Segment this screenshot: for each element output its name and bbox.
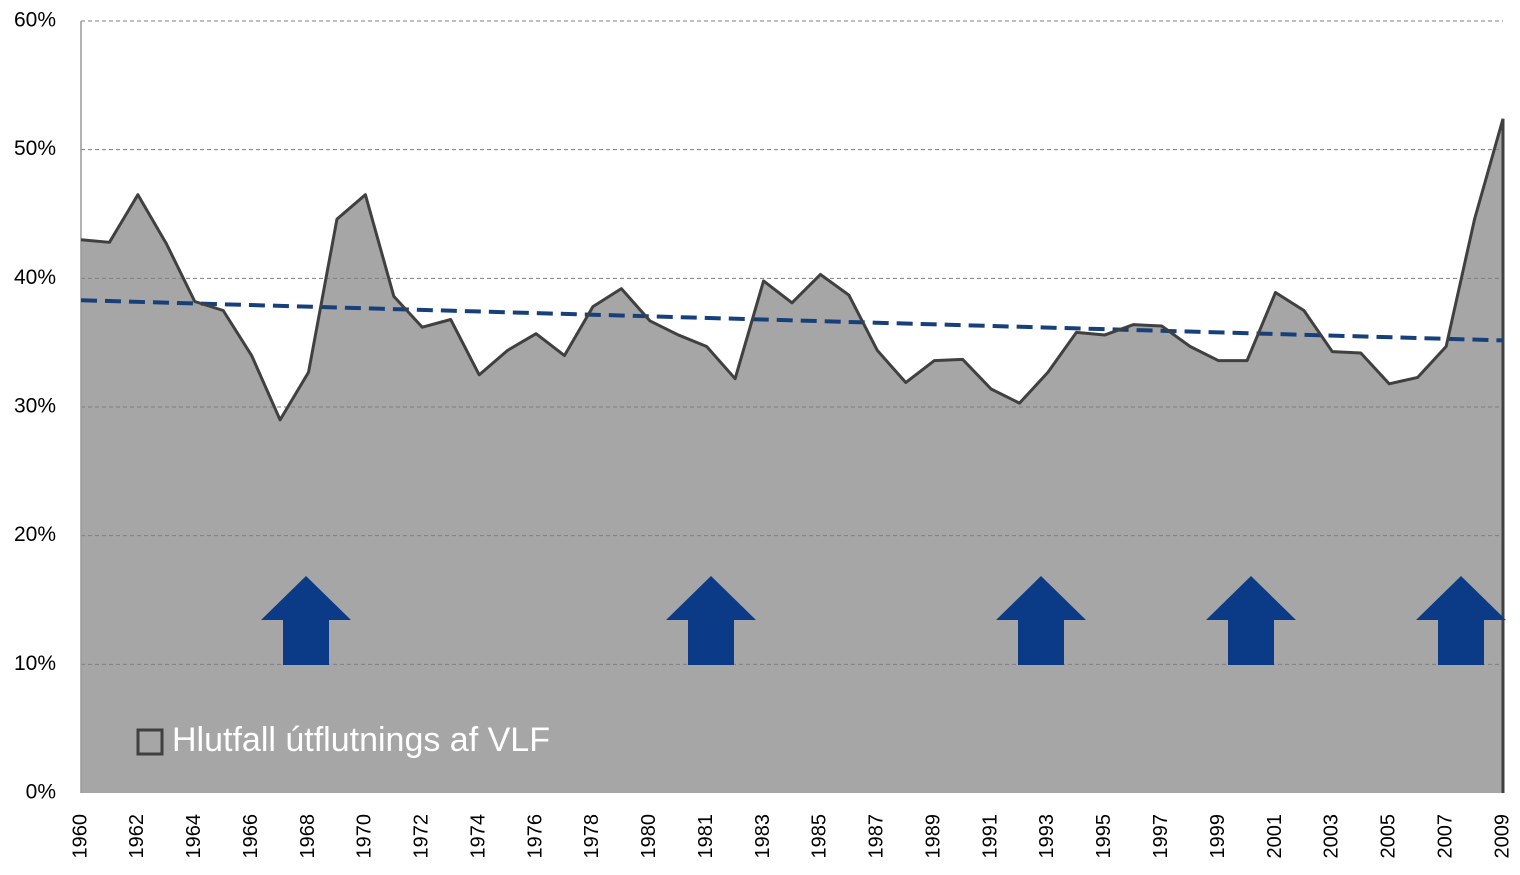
- x-tick-label: 1985: [809, 814, 831, 859]
- x-tick-label: 1970: [354, 814, 376, 859]
- y-tick-label: 20%: [14, 523, 56, 546]
- x-tick-label: 1981: [695, 814, 717, 859]
- arrow-annotations: [261, 576, 1506, 665]
- x-tick-label: 2001: [1264, 814, 1286, 859]
- x-tick-label: 1962: [126, 814, 148, 859]
- x-tick-label: 1972: [411, 814, 433, 859]
- line: [80, 118, 1505, 422]
- x-tick-label: 1999: [1207, 814, 1229, 859]
- x-tick-label: 1995: [1093, 814, 1115, 859]
- x-tick-label: 2007: [1434, 814, 1456, 859]
- x-tick-label: 1989: [922, 814, 944, 859]
- arrow: [996, 576, 1086, 665]
- x-tick-label: 1966: [240, 814, 262, 859]
- x-tick-label: 1968: [297, 814, 319, 859]
- y-tick-label: 60%: [14, 9, 56, 32]
- y-tick-label: 50%: [14, 137, 56, 160]
- y-tick-label: 30%: [14, 395, 56, 418]
- x-tick-label: 1997: [1150, 814, 1172, 859]
- x-tick-label: 2009: [1491, 814, 1513, 859]
- y-tick-label: 0%: [26, 781, 56, 804]
- x-tick-label: 1987: [866, 814, 888, 859]
- arrow: [666, 576, 756, 665]
- legend-swatch: [136, 728, 164, 756]
- area: [81, 118, 1503, 793]
- x-tick-label: 1980: [638, 814, 660, 859]
- x-tick-label: 1964: [183, 814, 205, 859]
- y-tick-label: 40%: [14, 266, 56, 289]
- arrow: [261, 576, 351, 665]
- x-tick-label: 1974: [467, 814, 489, 859]
- trendline: [80, 298, 1504, 343]
- arrow: [1416, 576, 1506, 665]
- x-tick-label: 1978: [581, 814, 603, 859]
- x-tick-label: 1960: [69, 814, 91, 859]
- x-tick-label: 1993: [1036, 814, 1058, 859]
- legend-label: Hlutfall útflutnings af VLF: [172, 721, 550, 759]
- x-tick-label: 1991: [979, 814, 1001, 859]
- x-tick-label: 2003: [1321, 814, 1343, 859]
- x-tick-label: 1983: [752, 814, 774, 859]
- y-tick-label: 10%: [14, 652, 56, 675]
- x-tick-label: 1976: [524, 814, 546, 859]
- arrow: [1206, 576, 1296, 665]
- x-tick-label: 2005: [1378, 814, 1400, 859]
